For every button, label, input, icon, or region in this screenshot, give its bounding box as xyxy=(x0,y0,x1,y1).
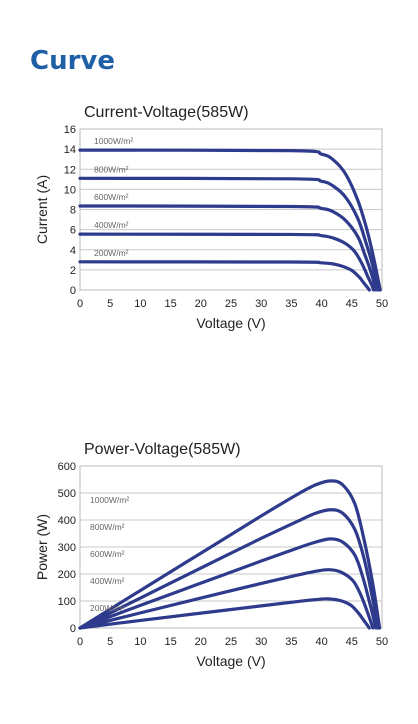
pv-x-tick-label: 30 xyxy=(255,636,267,648)
iv-x-tick-label: 0 xyxy=(77,298,83,310)
iv-series-label-5: 200W/m² xyxy=(94,248,129,258)
iv-x-tick-label: 10 xyxy=(134,298,146,310)
iv-y-tick-label: 16 xyxy=(64,124,76,136)
iv-x-tick-label: 15 xyxy=(164,298,176,310)
pv-y-tick-label: 300 xyxy=(58,542,76,554)
pv-x-tick-label: 15 xyxy=(164,636,176,648)
pv-x-tick-label: 25 xyxy=(225,636,237,648)
pv-x-tick-label: 5 xyxy=(107,636,113,648)
pv-y-tick-label: 200 xyxy=(58,569,76,581)
iv-y-tick-label: 2 xyxy=(70,265,76,277)
pv-title: Power-Voltage(585W) xyxy=(84,441,241,458)
pv-series-line-3 xyxy=(78,537,378,630)
pv-series-label-2: 800W/m² xyxy=(90,522,125,532)
iv-x-tick-label: 30 xyxy=(255,298,267,310)
pv-x-tick-label: 45 xyxy=(346,636,358,648)
iv-x-tick-label: 40 xyxy=(315,298,327,310)
pv-x-tick-label: 0 xyxy=(77,636,83,648)
pv-y-axis-label: Power (W) xyxy=(34,514,50,580)
pv-series-label-4: 400W/m² xyxy=(90,576,125,586)
iv-series-label-2: 800W/m² xyxy=(94,164,129,174)
iv-title: Current-Voltage(585W) xyxy=(84,104,249,121)
iv-y-tick-label: 12 xyxy=(64,164,76,176)
pv-y-tick-label: 500 xyxy=(58,488,76,500)
pv-series-line-4 xyxy=(78,568,375,630)
iv-series-line-3 xyxy=(78,204,378,292)
pv-series-line-5 xyxy=(78,597,371,630)
iv-x-tick-label: 5 xyxy=(107,298,113,310)
pv-x-tick-label: 40 xyxy=(315,636,327,648)
iv-y-axis-label: Current (A) xyxy=(34,175,50,244)
pv-y-tick-label: 400 xyxy=(58,515,76,527)
pv-x-tick-label: 10 xyxy=(134,636,146,648)
iv-y-tick-label: 14 xyxy=(64,144,76,156)
iv-series-label-1: 1000W/m² xyxy=(94,136,133,146)
iv-y-tick-label: 8 xyxy=(70,205,76,217)
pv-y-tick-label: 0 xyxy=(70,623,76,635)
pv-series-label-1: 1000W/m² xyxy=(90,495,129,505)
iv-series-label-4: 400W/m² xyxy=(94,220,129,230)
pv-x-tick-label: 50 xyxy=(376,636,388,648)
pv-y-tick-label: 100 xyxy=(58,596,76,608)
iv-plot-frame xyxy=(79,128,383,291)
current-voltage-chart: Current-Voltage(585W) 0 2 4 6 8 10 12 14 16 0 5 10 15… xyxy=(34,104,388,331)
iv-x-tick-label: 25 xyxy=(225,298,237,310)
power-voltage-chart: Power-Voltage(585W) 0 100 200 300 400 500 600 0 5… xyxy=(34,441,388,669)
pv-series-line-1 xyxy=(78,479,382,630)
pv-series-label-5: 200W/m² xyxy=(90,603,125,613)
iv-series-line-1 xyxy=(78,148,382,292)
iv-series-label-3: 600W/m² xyxy=(94,192,129,202)
iv-y-tick-label: 6 xyxy=(70,225,76,237)
pv-x-tick-label: 20 xyxy=(195,636,207,648)
iv-x-axis-label: Voltage (V) xyxy=(196,315,265,331)
pv-plot-frame xyxy=(79,465,383,629)
pv-y-tick-label: 600 xyxy=(58,461,76,473)
iv-y-tick-label: 10 xyxy=(64,184,76,196)
iv-x-tick-label: 35 xyxy=(285,298,297,310)
iv-series-line-4 xyxy=(78,232,376,292)
pv-series-label-3: 600W/m² xyxy=(90,549,125,559)
iv-y-tick-label: 0 xyxy=(70,285,76,297)
pv-x-tick-label: 35 xyxy=(285,636,297,648)
iv-series-line-2 xyxy=(78,176,380,292)
pv-series-line-2 xyxy=(78,508,380,630)
iv-x-tick-label: 45 xyxy=(346,298,358,310)
iv-y-tick-label: 4 xyxy=(70,245,76,257)
iv-x-tick-label: 20 xyxy=(195,298,207,310)
iv-x-tick-label: 50 xyxy=(376,298,388,310)
page-title: Curve xyxy=(30,46,115,76)
pv-x-axis-label: Voltage (V) xyxy=(196,653,265,669)
iv-series-line-5 xyxy=(78,260,371,292)
